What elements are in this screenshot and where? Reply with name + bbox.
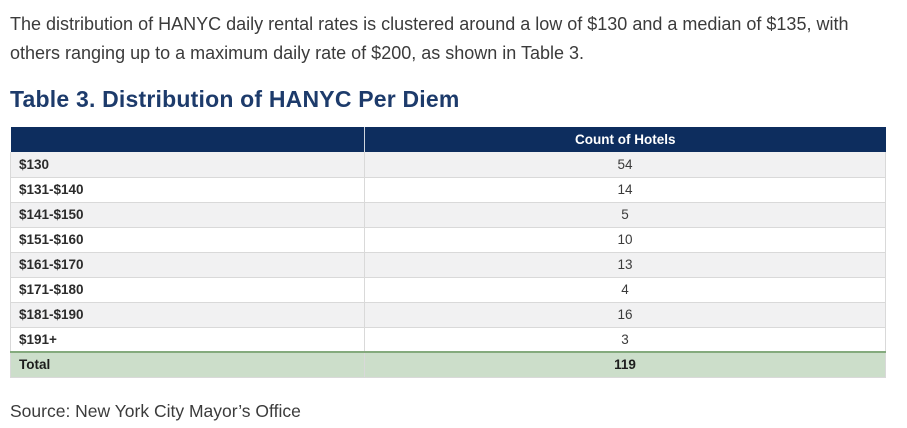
count-cell: 4	[364, 277, 886, 303]
rate-range-cell: $161-$170	[10, 252, 365, 278]
header-row: Count of Hotels	[10, 127, 886, 152]
table-row: $171-$180 4	[10, 277, 886, 303]
table-row: $131-$140 14	[10, 177, 886, 203]
total-label-cell: Total	[10, 351, 365, 378]
header-cell-rate-range	[10, 127, 365, 152]
total-value-cell: 119	[364, 351, 886, 378]
table-row: $191+ 3	[10, 327, 886, 353]
table-body: $130 54 $131-$140 14 $141-$150 5 $151-$1…	[10, 152, 886, 378]
count-cell: 3	[364, 327, 886, 353]
count-cell: 54	[364, 152, 886, 178]
table-header: Count of Hotels	[10, 127, 886, 152]
table-row: $130 54	[10, 152, 886, 178]
rate-range-cell: $151-$160	[10, 227, 365, 253]
rate-range-cell: $181-$190	[10, 302, 365, 328]
table-row: $151-$160 10	[10, 227, 886, 253]
intro-paragraph: The distribution of HANYC daily rental r…	[10, 14, 849, 63]
count-cell: 10	[364, 227, 886, 253]
count-cell: 13	[364, 252, 886, 278]
table-row: $161-$170 13	[10, 252, 886, 278]
total-row: Total 119	[10, 351, 886, 378]
rate-range-cell: $141-$150	[10, 202, 365, 228]
rate-range-cell: $130	[10, 152, 365, 178]
rate-range-cell: $131-$140	[10, 177, 365, 203]
rate-range-cell: $191+	[10, 327, 365, 353]
rate-range-cell: $171-$180	[10, 277, 365, 303]
header-cell-count-of-hotels: Count of Hotels	[364, 127, 886, 152]
source-attribution: Source: New York City Mayor’s Office	[10, 400, 301, 421]
table-row: $141-$150 5	[10, 202, 886, 228]
count-cell: 14	[364, 177, 886, 203]
table-row: $181-$190 16	[10, 302, 886, 328]
table-title: Table 3. Distribution of HANYC Per Diem	[10, 86, 460, 112]
count-cell: 5	[364, 202, 886, 228]
per-diem-table: Count of Hotels $130 54 $131-$140 14 $14…	[10, 127, 886, 378]
count-cell: 16	[364, 302, 886, 328]
